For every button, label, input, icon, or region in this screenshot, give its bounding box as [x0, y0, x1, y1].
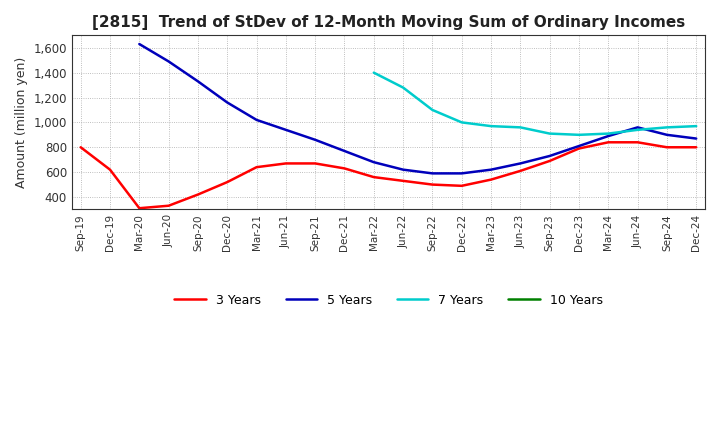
5 Years [692, 136, 701, 141]
7 Years [399, 85, 408, 90]
5 Years [634, 125, 642, 130]
5 Years [545, 153, 554, 158]
3 Years [106, 167, 114, 172]
3 Years [692, 145, 701, 150]
3 Years [634, 139, 642, 145]
7 Years [545, 131, 554, 136]
5 Years [516, 161, 525, 166]
5 Years [428, 171, 437, 176]
7 Years [604, 131, 613, 136]
5 Years [575, 143, 583, 149]
5 Years [282, 127, 290, 132]
3 Years [545, 158, 554, 164]
Line: 3 Years: 3 Years [81, 142, 696, 208]
3 Years [457, 183, 466, 188]
7 Years [692, 124, 701, 129]
7 Years [487, 124, 495, 129]
Y-axis label: Amount (million yen): Amount (million yen) [15, 57, 28, 188]
5 Years [252, 117, 261, 123]
3 Years [604, 139, 613, 145]
7 Years [575, 132, 583, 137]
Line: 5 Years: 5 Years [140, 44, 696, 173]
7 Years [634, 127, 642, 132]
3 Years [252, 165, 261, 170]
3 Years [164, 203, 173, 209]
3 Years [369, 175, 378, 180]
3 Years [428, 182, 437, 187]
3 Years [487, 177, 495, 182]
3 Years [311, 161, 320, 166]
Legend: 3 Years, 5 Years, 7 Years, 10 Years: 3 Years, 5 Years, 7 Years, 10 Years [169, 289, 608, 312]
3 Years [575, 146, 583, 151]
5 Years [662, 132, 671, 137]
3 Years [282, 161, 290, 166]
5 Years [311, 137, 320, 143]
3 Years [662, 145, 671, 150]
7 Years [369, 70, 378, 75]
7 Years [662, 125, 671, 130]
3 Years [516, 168, 525, 173]
5 Years [135, 41, 144, 47]
7 Years [516, 125, 525, 130]
3 Years [399, 178, 408, 183]
3 Years [194, 192, 202, 197]
3 Years [223, 180, 232, 185]
5 Years [369, 160, 378, 165]
5 Years [457, 171, 466, 176]
3 Years [135, 205, 144, 211]
Title: [2815]  Trend of StDev of 12-Month Moving Sum of Ordinary Incomes: [2815] Trend of StDev of 12-Month Moving… [92, 15, 685, 30]
3 Years [340, 166, 348, 171]
5 Years [487, 167, 495, 172]
Line: 7 Years: 7 Years [374, 73, 696, 135]
5 Years [194, 79, 202, 84]
5 Years [164, 59, 173, 64]
5 Years [223, 100, 232, 105]
7 Years [428, 107, 437, 113]
7 Years [457, 120, 466, 125]
5 Years [340, 148, 348, 154]
5 Years [604, 133, 613, 139]
3 Years [76, 145, 85, 150]
5 Years [399, 167, 408, 172]
